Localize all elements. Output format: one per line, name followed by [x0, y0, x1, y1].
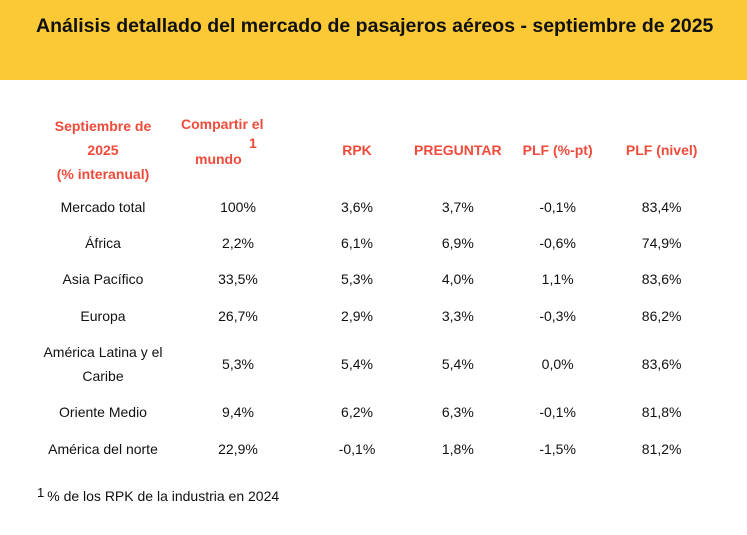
- value-cell: 22,9%: [218, 440, 258, 457]
- value-cell: 5,4%: [341, 356, 373, 372]
- value-cell: 5,3%: [341, 271, 373, 287]
- value-cell: 1,1%: [541, 271, 574, 287]
- header-line: 2025: [87, 141, 119, 158]
- region-cell: América Latina y el Caribe: [43, 344, 163, 384]
- value-cell: 26,7%: [218, 307, 258, 324]
- value-cell: -0,1%: [539, 199, 576, 215]
- value-cell: 5,3%: [222, 356, 254, 372]
- page-title: Análisis detallado del mercado de pasaje…: [36, 15, 714, 37]
- value-cell: 86,2%: [641, 307, 682, 324]
- region-cell: África: [85, 235, 121, 251]
- value-cell: 83,4%: [641, 199, 682, 215]
- table-row: Oriente Medio 9,4% 6,2% 6,3% -0,1% 81,8%: [30, 394, 710, 430]
- value-cell: 9,4%: [222, 404, 254, 420]
- value-cell: 81,8%: [641, 404, 682, 420]
- table-row: Asia Pacífico 33,5% 5,3% 4,0% 1,1% 83,6%: [30, 261, 710, 297]
- header-line: mundo: [195, 151, 242, 167]
- column-header-rpk: RPK: [342, 141, 372, 158]
- table-row: Mercado total 100% 3,6% 3,7% -0,1% 83,4%: [30, 189, 710, 225]
- value-cell: 6,2%: [341, 404, 373, 420]
- value-cell: 83,6%: [641, 271, 682, 287]
- value-cell: 6,9%: [441, 235, 474, 251]
- value-cell: -0,3%: [539, 307, 576, 324]
- region-cell: América del norte: [48, 440, 158, 457]
- value-cell: 0,0%: [541, 356, 574, 372]
- table-row: Europa 26,7% 2,9% 3,3% -0,3% 86,2%: [30, 297, 710, 334]
- value-cell: 74,9%: [641, 235, 682, 251]
- column-header-period: Septiembre de 2025 (% interanual): [30, 110, 176, 189]
- footnote-marker: 1: [37, 485, 45, 500]
- table-header-row: Septiembre de 2025 (% interanual) Compar…: [30, 110, 710, 189]
- column-header-world-share: Compartir el 1 mundo: [176, 110, 300, 189]
- value-cell: 81,2%: [641, 440, 682, 457]
- region-cell: Asia Pacífico: [62, 271, 144, 287]
- region-cell: Oriente Medio: [59, 404, 147, 420]
- header-line: Septiembre de: [54, 117, 152, 134]
- value-cell: -0,1%: [338, 440, 376, 457]
- value-cell: 2,2%: [222, 235, 254, 251]
- region-cell: Europa: [80, 307, 126, 324]
- header-line: (% interanual): [56, 165, 150, 182]
- table-row: América Latina y el Caribe 5,3% 5,4% 5,4% 0,…: [30, 334, 710, 394]
- table-row: América del norte 22,9% -0,1% 1,8% -1,5% 81,2…: [30, 430, 710, 467]
- value-cell: 3,6%: [341, 199, 373, 215]
- value-cell: 3,7%: [441, 199, 474, 215]
- value-cell: 6,1%: [341, 235, 373, 251]
- table-row: África 2,2% 6,1% 6,9% -0,6% 74,9%: [30, 225, 710, 261]
- value-cell: 4,0%: [441, 271, 474, 287]
- region-cell: Mercado total: [60, 199, 146, 215]
- value-cell: 3,3%: [441, 307, 474, 324]
- footnote-marker: 1: [249, 135, 257, 151]
- column-header-ask: PREGUNTAR: [414, 141, 502, 158]
- value-cell: -0,1%: [539, 404, 576, 420]
- value-cell: 6,3%: [441, 404, 474, 420]
- column-header-plf-pt: PLF (%-pt): [522, 141, 593, 158]
- footnote: 1% de los RPK de la industria en 2024: [37, 485, 280, 504]
- value-cell: 83,6%: [641, 356, 682, 372]
- value-cell: 33,5%: [218, 271, 258, 287]
- market-table: Septiembre de 2025 (% interanual) Compar…: [30, 110, 710, 467]
- header-line: Compartir el: [181, 116, 264, 132]
- value-cell: 100%: [220, 199, 256, 215]
- title-banner: Análisis detallado del mercado de pasaje…: [0, 0, 747, 80]
- value-cell: -0,6%: [539, 235, 576, 251]
- column-header-plf-level: PLF (nivel): [625, 141, 698, 158]
- value-cell: 1,8%: [441, 440, 474, 457]
- footnote-text: % de los RPK de la industria en 2024: [47, 488, 280, 504]
- value-cell: 5,4%: [441, 356, 474, 372]
- value-cell: 2,9%: [341, 307, 373, 324]
- value-cell: -1,5%: [539, 440, 576, 457]
